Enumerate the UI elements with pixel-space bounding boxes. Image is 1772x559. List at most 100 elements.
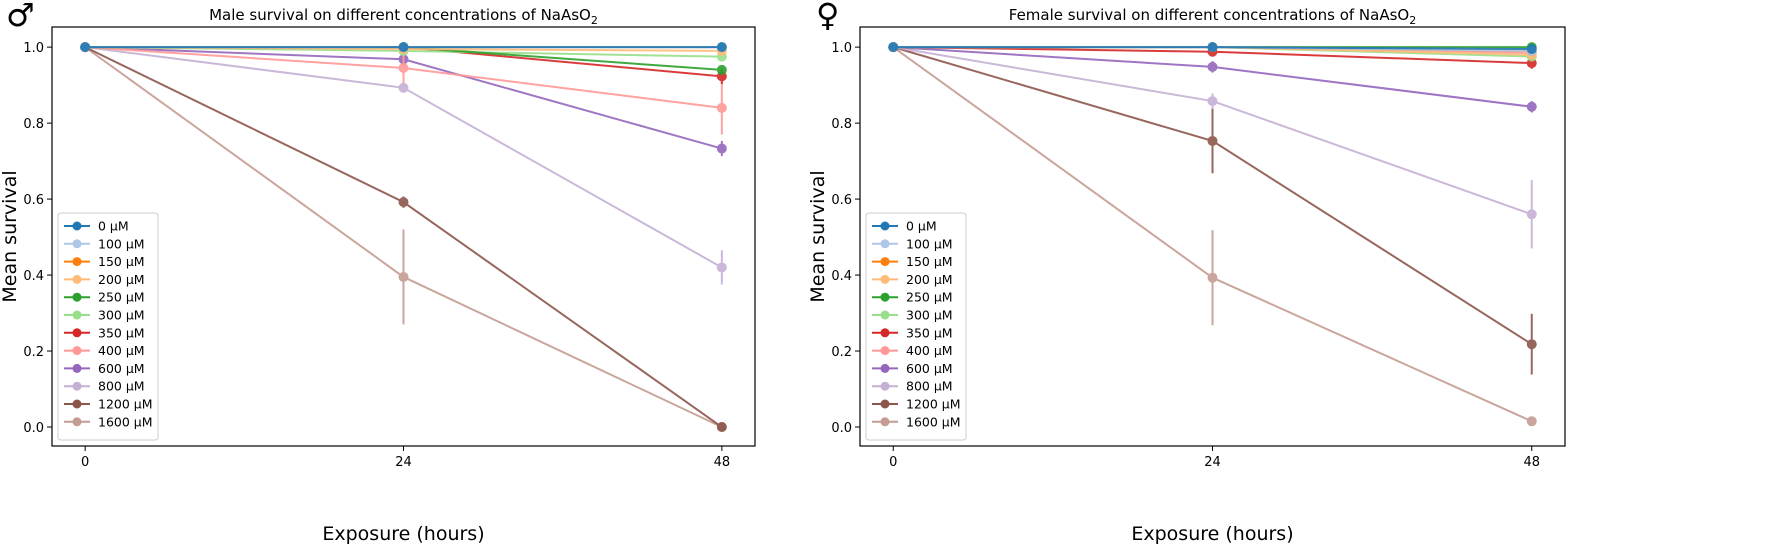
legend-label: 600 µM [98, 361, 145, 376]
legend-item: 250 µM [64, 290, 145, 305]
legend-item: 800 µM [64, 379, 145, 394]
x-tick-label: 24 [395, 455, 412, 470]
legend-swatch-marker [72, 274, 82, 284]
legend-label: 600 µM [906, 361, 953, 376]
legend-item: 100 µM [64, 236, 145, 251]
y-tick-label: 0.2 [23, 345, 44, 360]
legend-label: 400 µM [98, 343, 145, 358]
y-tick-label: 0.4 [23, 269, 44, 284]
legend-swatch-marker [72, 399, 82, 409]
male-symbol: ♂ [6, 0, 35, 34]
x-axis-label: Exposure (hours) [1131, 523, 1293, 545]
legend-swatch-marker [880, 310, 890, 320]
y-tick-label: 0.8 [831, 117, 852, 132]
legend-label: 150 µM [98, 254, 145, 269]
chart-title: Female survival on different concentrati… [1009, 6, 1416, 27]
chart-title-text: Male survival on different concentration… [209, 6, 591, 24]
legend-item: 400 µM [872, 343, 953, 358]
legend-swatch-marker [880, 292, 890, 302]
legend-label: 400 µM [906, 343, 953, 358]
data-point [80, 42, 91, 53]
legend-item: 400 µM [64, 343, 145, 358]
data-point [1207, 96, 1218, 107]
y-tick-label: 0.2 [831, 345, 852, 360]
data-point [398, 271, 409, 282]
legend-swatch-marker [880, 363, 890, 373]
y-tick-label: 0.0 [23, 421, 44, 436]
legend-item: 1600 µM [64, 414, 153, 429]
legend-label: 1200 µM [906, 397, 961, 412]
legend-label: 300 µM [98, 308, 145, 323]
legend-label: 300 µM [906, 308, 953, 323]
legend-item: 1200 µM [64, 397, 153, 412]
y-tick-label: 1.0 [23, 41, 44, 56]
legend-swatch-marker [72, 239, 82, 249]
legend-swatch-marker [880, 274, 890, 284]
data-point [716, 422, 727, 433]
legend-item: 150 µM [64, 254, 145, 269]
legend-item: 300 µM [64, 308, 145, 323]
data-point [716, 42, 727, 53]
y-tick-label: 0.6 [831, 193, 852, 208]
x-tick-label: 48 [714, 455, 731, 470]
legend-item: 350 µM [64, 325, 145, 340]
data-point [398, 197, 409, 208]
x-axis-label: Exposure (hours) [322, 523, 484, 545]
legend-item: 600 µM [872, 361, 953, 376]
legend-swatch-marker [72, 257, 82, 267]
legend: 0 µM 100 µM 150 µM 200 µM 250 µM 300 µM 350 µM… [57, 212, 159, 441]
legend-box [865, 212, 967, 441]
data-point [716, 143, 727, 154]
legend-item: 100 µM [872, 236, 953, 251]
y-tick-label: 0.6 [23, 193, 44, 208]
legend-item: 300 µM [872, 308, 953, 323]
legend-label: 250 µM [98, 290, 145, 305]
legend-item: 200 µM [872, 272, 953, 287]
y-axis-label: Mean survival [807, 170, 829, 302]
data-point [1526, 101, 1537, 112]
legend-swatch-marker [72, 310, 82, 320]
legend-label: 350 µM [98, 325, 145, 340]
data-point [398, 42, 409, 53]
legend-item: 350 µM [872, 325, 953, 340]
y-tick-label: 1.0 [831, 41, 852, 56]
x-tick-label: 0 [81, 455, 89, 470]
legend-swatch-marker [880, 221, 890, 231]
data-point [716, 102, 727, 113]
legend-label: 200 µM [98, 272, 145, 287]
legend-label: 100 µM [98, 236, 145, 251]
series-0m [80, 42, 727, 53]
legend-swatch-marker [880, 417, 890, 427]
x-tick-label: 24 [1204, 455, 1221, 470]
legend-swatch-marker [880, 257, 890, 267]
legend-label: 800 µM [98, 379, 145, 394]
chart-title-subscript: 2 [1409, 14, 1416, 27]
data-point [888, 42, 899, 53]
male-survival-chart: ♂ Male survival on different concentratio… [0, 0, 756, 545]
y-tick-label: 0.4 [831, 269, 852, 284]
legend-item: 600 µM [64, 361, 145, 376]
legend-label: 150 µM [906, 254, 953, 269]
legend-item: 250 µM [872, 290, 953, 305]
legend-swatch-marker [72, 381, 82, 391]
legend-swatch-marker [72, 328, 82, 338]
data-point [716, 64, 727, 75]
legend-item: 200 µM [64, 272, 145, 287]
legend-label: 1600 µM [98, 414, 153, 429]
legend-label: 350 µM [906, 325, 953, 340]
female-symbol: ♀ [816, 0, 839, 34]
legend-item: 0 µM [64, 219, 129, 234]
data-point [398, 63, 409, 74]
x-tick-label: 48 [1523, 455, 1540, 470]
chart-title: Male survival on different concentration… [209, 6, 598, 27]
data-point [1207, 61, 1218, 72]
legend-label: 0 µM [98, 219, 129, 234]
legend-swatch-marker [72, 221, 82, 231]
series-0m [888, 42, 1537, 55]
legend-item: 0 µM [872, 219, 937, 234]
data-point [1526, 339, 1537, 350]
y-axis-label: Mean survival [0, 170, 21, 302]
data-point [1526, 44, 1537, 55]
legend-swatch-marker [72, 292, 82, 302]
